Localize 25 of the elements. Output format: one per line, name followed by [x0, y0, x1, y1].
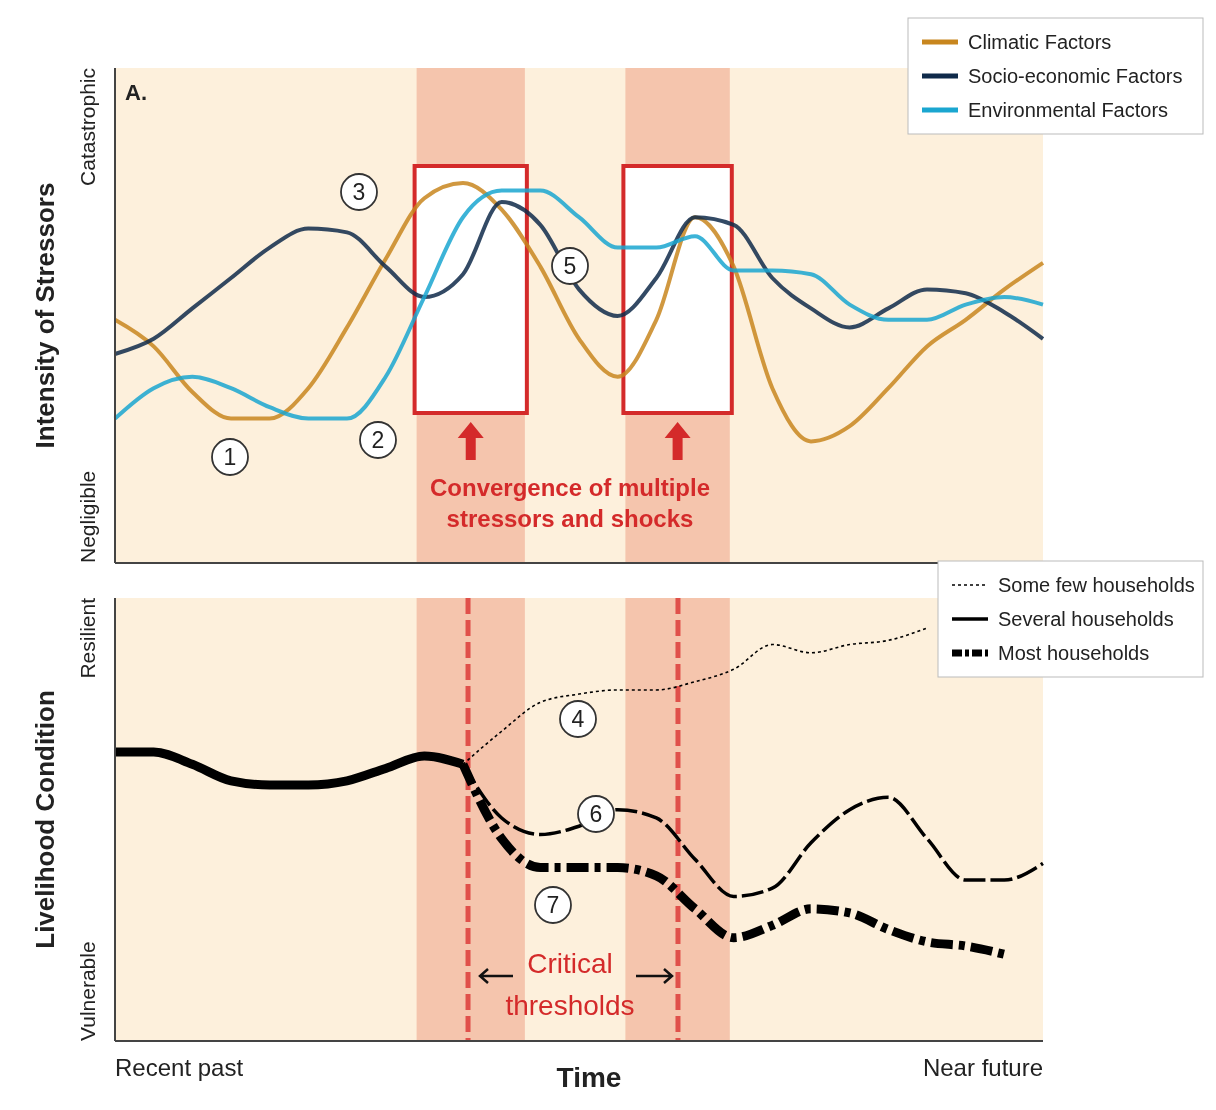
x-axis-title: Time: [556, 1062, 622, 1093]
legend-label: Some few households: [998, 574, 1195, 596]
annotation: 5: [563, 253, 577, 279]
annotation: 4: [571, 706, 585, 732]
annotation: Critical thresholds: [505, 948, 635, 1021]
y-axis-title: Livelihood Condition: [30, 690, 60, 949]
text: Near future: [922, 1054, 1043, 1081]
text: Negligible: [76, 470, 99, 563]
text: Catastrophic: [76, 68, 99, 186]
legend-label: Most households: [998, 642, 1150, 664]
text: A.: [125, 80, 147, 105]
annotation: 7: [546, 892, 560, 918]
legend-label: Climatic Factors: [968, 31, 1112, 53]
legend-label: Socio-economic Factors: [968, 65, 1183, 87]
y-axis-title: Intensity of Stressors: [30, 182, 60, 449]
text: Vulnerable: [76, 941, 99, 1041]
annotation: 6: [589, 801, 603, 827]
annotation: 3: [352, 179, 366, 205]
legend-label: Several households: [998, 608, 1174, 630]
annotation: 2: [371, 427, 385, 453]
legend-label: Environmental Factors: [968, 99, 1169, 121]
text: Recent past: [115, 1054, 244, 1081]
annotation: 1: [223, 444, 237, 470]
annotation: Convergence of multiple stressors and shocks: [429, 474, 711, 533]
text: Resilient: [76, 597, 99, 679]
